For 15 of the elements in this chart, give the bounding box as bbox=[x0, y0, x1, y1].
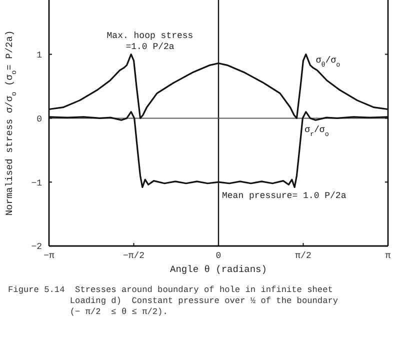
y-tick-label: −1 bbox=[31, 178, 42, 188]
x-tick-label: π bbox=[385, 251, 392, 261]
series-label: σ$_{θ}$/σ$_{o}$ bbox=[316, 55, 340, 70]
y-tick-label: 1 bbox=[36, 50, 42, 60]
x-tick-label: π/2 bbox=[295, 251, 312, 261]
annotation: Max. hoop stress =1.0 P/2a bbox=[106, 31, 194, 52]
x-tick-label: −π/2 bbox=[122, 251, 145, 261]
annotation: Mean pressure= 1.0 P/2a bbox=[222, 191, 347, 201]
x-axis-title: Angle θ (radians) bbox=[170, 264, 267, 275]
x-tick-label: 0 bbox=[216, 251, 222, 261]
series-label: σ$_{r}$/σ$_{o}$ bbox=[304, 125, 329, 140]
y-tick-label: 0 bbox=[36, 114, 42, 124]
y-tick-label: −2 bbox=[31, 242, 42, 252]
x-tick-label: −π bbox=[44, 251, 55, 261]
caption: Figure 5.14 Stresses around boundary of hole in infinite sheet Loading d) Constant pressure over ½ of the boundary (− π/2 ≤ θ ≤ π/2). bbox=[8, 285, 338, 317]
